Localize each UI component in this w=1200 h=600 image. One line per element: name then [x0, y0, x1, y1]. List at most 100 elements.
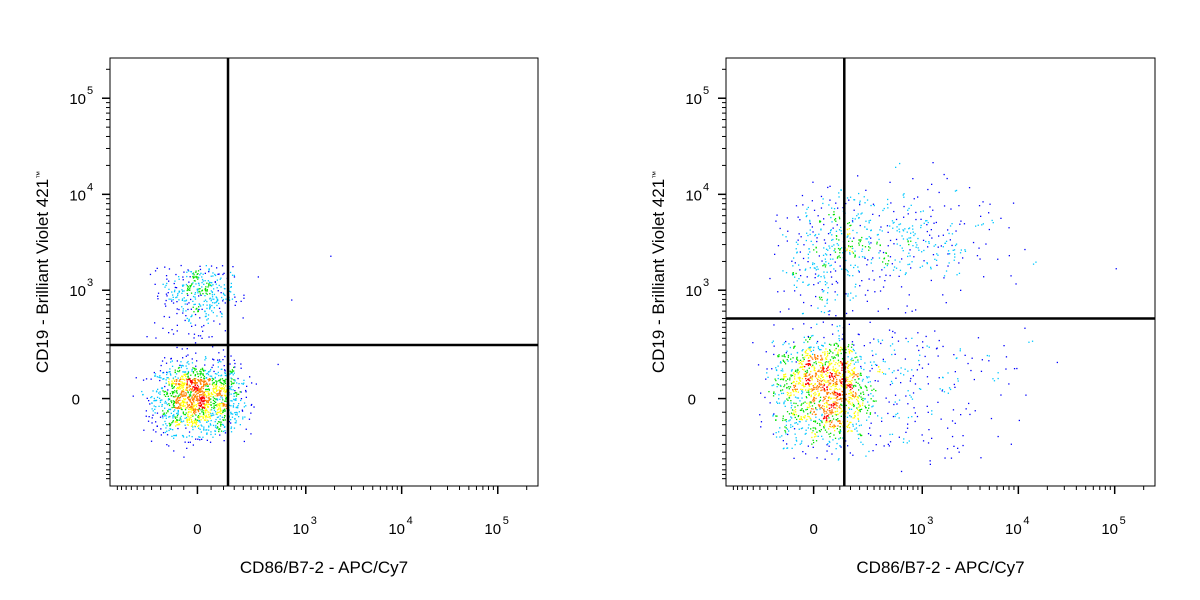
event-point: [792, 357, 794, 359]
event-point: [788, 420, 790, 422]
event-point: [783, 385, 785, 388]
event-point: [186, 403, 189, 405]
event-point: [222, 388, 225, 390]
event-point: [783, 377, 785, 379]
event-point: [900, 470, 903, 473]
event-point: [829, 441, 831, 443]
event-point: [149, 403, 151, 405]
event-point: [959, 252, 962, 254]
event-point: [174, 434, 176, 437]
event-point: [821, 367, 824, 369]
event-point: [250, 412, 252, 414]
event-point: [194, 382, 196, 384]
event-point: [817, 347, 820, 350]
event-point: [831, 415, 834, 417]
event-point: [840, 430, 842, 432]
event-point: [852, 348, 854, 351]
event-point: [841, 404, 843, 406]
event-point: [858, 389, 860, 391]
event-point: [220, 396, 222, 398]
event-point: [917, 196, 919, 198]
event-point: [797, 359, 799, 361]
event-point: [922, 440, 925, 442]
x-tick-label: 0: [193, 521, 201, 538]
event-point: [210, 433, 212, 436]
event-point: [812, 439, 814, 441]
event-point: [180, 391, 183, 393]
event-point: [184, 409, 187, 411]
event-point: [213, 409, 216, 411]
event-point: [929, 463, 931, 465]
event-point: [188, 408, 190, 410]
event-point: [192, 408, 195, 410]
event-point: [181, 306, 183, 308]
event-point: [177, 401, 179, 403]
event-point: [198, 424, 200, 427]
event-point: [848, 423, 850, 425]
event-point: [194, 280, 196, 282]
event-point: [809, 388, 812, 390]
event-point: [837, 345, 839, 348]
event-point: [820, 296, 823, 299]
event-point: [804, 375, 806, 377]
event-point: [219, 323, 221, 325]
event-point: [164, 420, 166, 423]
event-point: [230, 413, 232, 415]
event-point: [173, 402, 175, 404]
event-point: [829, 359, 832, 361]
event-point: [198, 284, 200, 286]
event-point: [792, 390, 794, 392]
event-point: [938, 377, 940, 379]
event-point: [185, 365, 187, 367]
event-point: [809, 412, 812, 414]
event-point: [848, 352, 851, 354]
event-point: [799, 400, 801, 402]
event-point: [1031, 340, 1034, 342]
event-point: [235, 422, 237, 424]
event-point: [824, 429, 827, 431]
event-point: [168, 378, 170, 380]
event-point: [953, 259, 955, 261]
event-point: [809, 233, 811, 236]
event-point: [176, 414, 179, 416]
event-point: [223, 387, 226, 389]
event-point: [849, 237, 851, 239]
event-point: [806, 375, 808, 377]
event-point: [813, 402, 816, 405]
event-point: [937, 355, 939, 357]
event-point: [817, 388, 819, 390]
event-point: [212, 424, 215, 427]
event-point: [784, 430, 786, 432]
event-point: [176, 346, 178, 349]
event-point: [187, 373, 189, 375]
event-point: [853, 375, 855, 378]
event-point: [914, 233, 916, 235]
event-point: [193, 386, 196, 388]
event-point: [870, 229, 872, 231]
event-point: [809, 417, 811, 419]
event-point: [180, 377, 182, 379]
event-point: [201, 367, 204, 369]
event-point: [220, 421, 222, 423]
event-point: [173, 400, 175, 403]
event-point: [154, 412, 156, 414]
event-point: [810, 370, 812, 373]
event-point: [177, 386, 179, 389]
event-point: [250, 433, 252, 435]
event-point: [827, 372, 829, 374]
event-point: [208, 429, 210, 431]
event-point: [838, 192, 840, 194]
event-point: [177, 367, 180, 369]
event-point: [245, 396, 247, 398]
event-point: [234, 380, 236, 382]
event-point: [818, 418, 820, 421]
event-point: [836, 224, 838, 226]
event-point: [834, 270, 837, 272]
event-point: [883, 266, 886, 269]
event-point: [181, 381, 183, 383]
event-point: [176, 419, 178, 422]
event-point: [211, 291, 213, 294]
event-point: [820, 429, 822, 431]
event-point: [188, 319, 190, 322]
event-point: [851, 220, 854, 222]
